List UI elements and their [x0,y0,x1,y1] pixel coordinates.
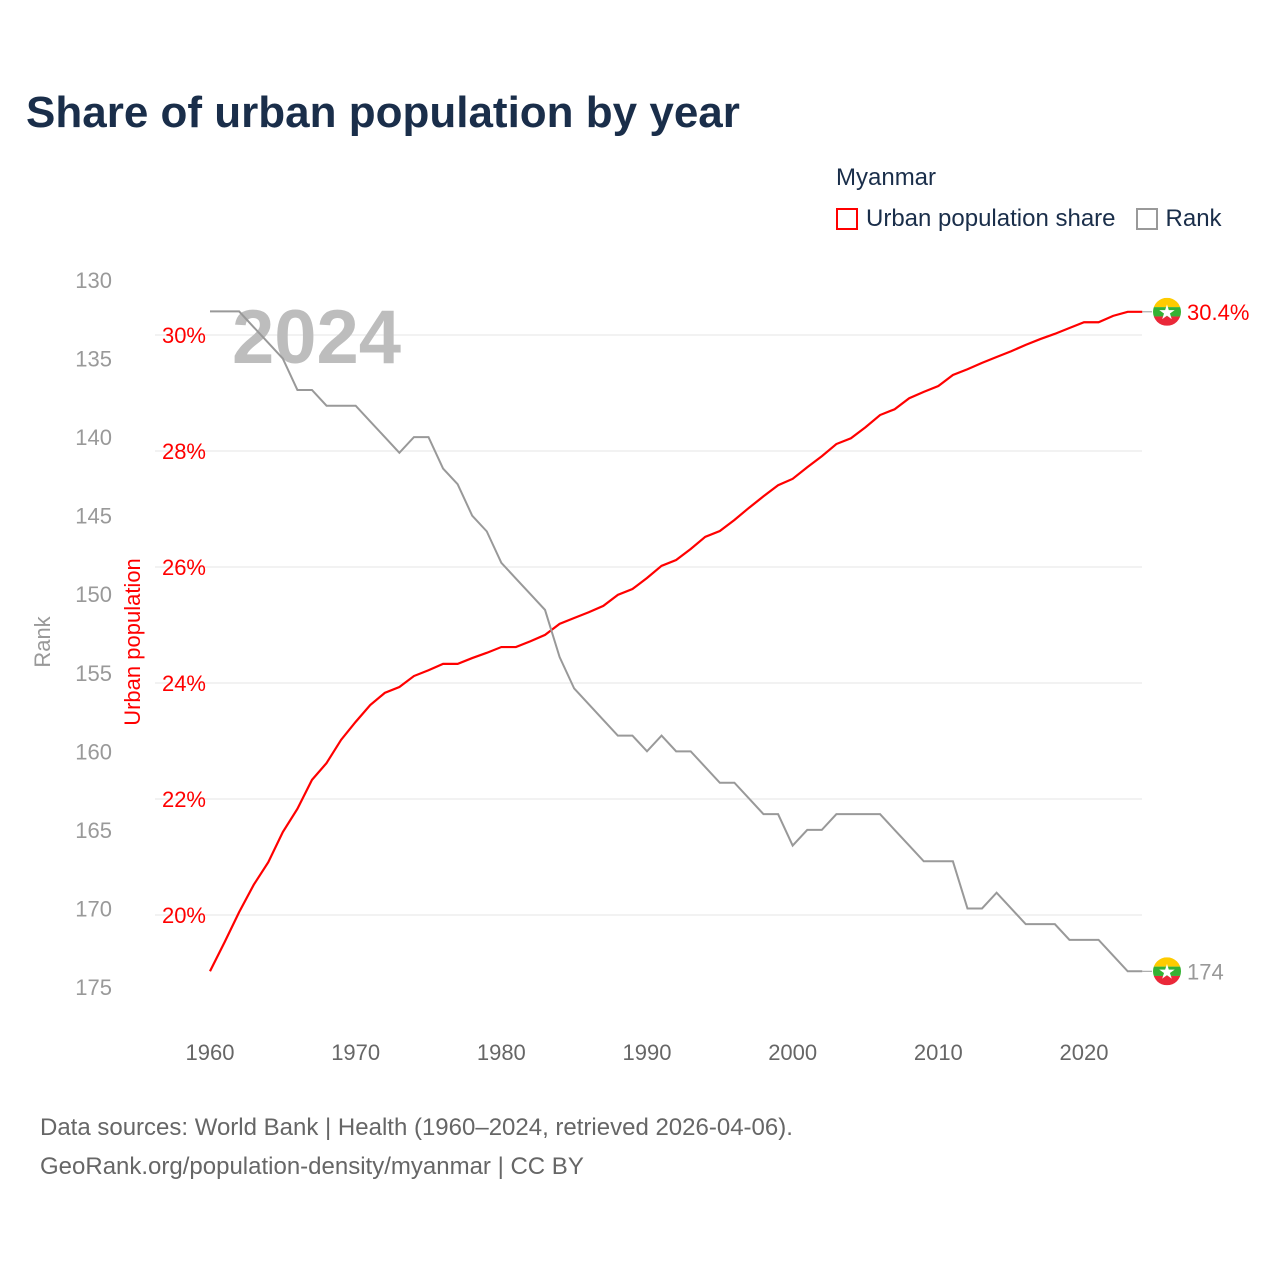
watermark-year: 2024 [232,295,401,380]
left-tick-label: 155 [75,661,112,686]
left-tick-label: 160 [75,739,112,764]
left-tick-label: 175 [75,975,112,1000]
legend: Urban population share Rank [836,205,1234,233]
rank-line[interactable] [210,310,1143,973]
legend-swatch-urban [836,208,858,230]
x-tick-label: 1970 [331,1040,380,1065]
urban-share-line[interactable] [209,310,1143,972]
x-tick-label: 2010 [914,1040,963,1065]
svg-text:★: ★ [1158,961,1176,983]
left-tick-label: 130 [75,268,112,293]
x-tick-label: 1990 [623,1040,672,1065]
legend-label-urban: Urban population share [866,205,1116,232]
left-tick-label: 150 [75,582,112,607]
svg-text:★: ★ [1158,302,1176,324]
source-note: Data sources: World Bank | Health (1960–… [40,1108,793,1186]
left-tick-label: 165 [75,818,112,843]
myanmar-flag-icon: ★ [1153,297,1181,326]
legend-country: Myanmar [836,164,937,191]
right-tick-label: 28% [162,439,206,464]
urban-end-label: 30.4% [1187,300,1249,325]
right-tick-label: 26% [162,555,206,580]
left-tick-label: 140 [75,425,112,450]
rank-end-label: 174 [1187,959,1224,984]
left-tick-label: 170 [75,896,112,921]
x-tick-label: 2020 [1060,1040,1109,1065]
left-tick-label: 135 [75,347,112,372]
myanmar-flag-icon: ★ [1153,957,1181,986]
right-tick-label: 24% [162,671,206,696]
legend-swatch-rank [1135,208,1158,230]
legend-item-rank[interactable]: Rank [1135,205,1222,233]
right-axis-label: Urban population [120,558,145,726]
right-tick-label: 30% [162,323,206,348]
x-tick-label: 1980 [477,1040,526,1065]
legend-item-urban[interactable]: Urban population share [836,205,1116,233]
right-tick-label: 20% [162,903,206,928]
left-axis-label: Rank [30,615,55,667]
legend-label-rank: Rank [1165,205,1222,232]
source-line-2[interactable]: GeoRank.org/population-density/myanmar |… [40,1153,584,1180]
right-tick-label: 22% [162,787,206,812]
left-tick-label: 145 [75,504,112,529]
source-line-1: Data sources: World Bank | Health (1960–… [40,1114,793,1141]
x-tick-label: 1960 [186,1040,235,1065]
x-tick-label: 2000 [768,1040,817,1065]
chart-title: Share of urban population by year [26,88,740,137]
